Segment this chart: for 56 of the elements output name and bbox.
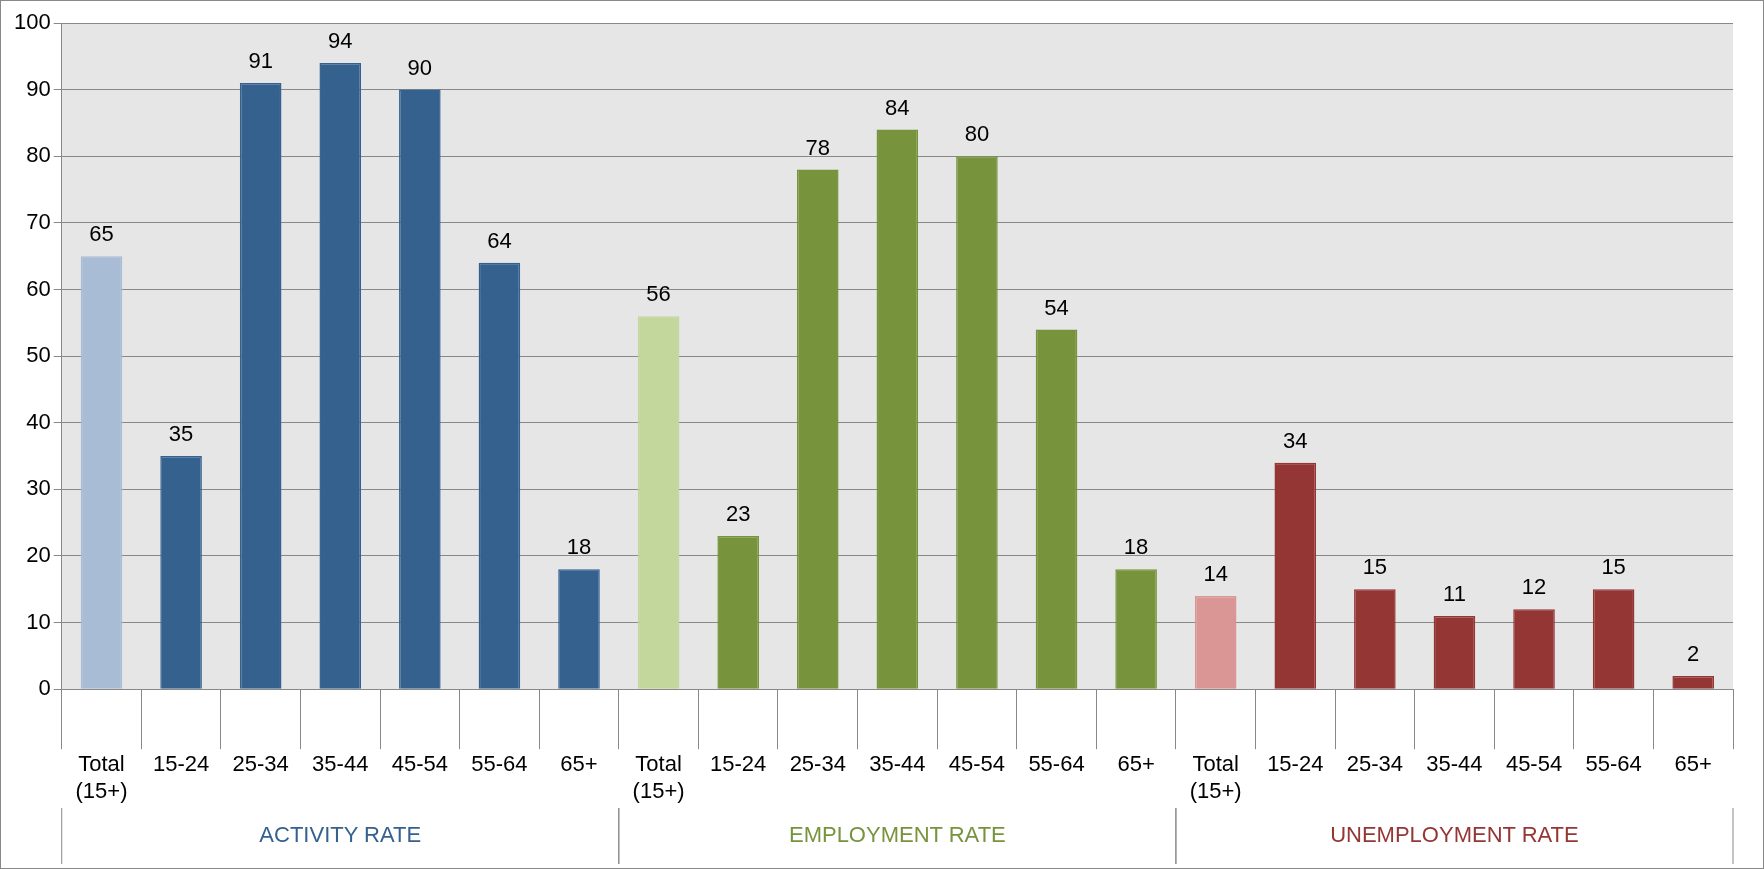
data-label: 94 [328,28,353,54]
x-tick-label: 25-34 [1346,751,1404,777]
y-tick-label: 90 [26,75,51,101]
data-label: 15 [1601,554,1626,580]
y-tick-label: 70 [26,208,51,234]
text: ACTIVITY RATE [259,822,422,848]
data-label: 91 [248,48,273,74]
data-label: 65 [89,221,114,247]
x-tick-label: 55-64 [1585,751,1642,777]
x-tick-label: 55-64 [471,751,528,777]
x-tick-label: 35-44 [869,751,926,777]
x-tick-label: 15-24 [710,751,767,777]
data-label: 56 [646,281,671,307]
data-label: 15 [1362,554,1388,580]
x-tick-label: 65+ [1674,751,1712,777]
data-label: 18 [566,534,592,560]
data-label: 80 [964,121,990,147]
x-tick-label: Total (15+) [75,751,128,803]
x-tick-label: 55-64 [1028,751,1085,777]
x-tick-label: 65+ [560,751,598,777]
data-label: 34 [1283,427,1308,453]
x-tick-label: Total (15+) [632,751,685,803]
y-tick-label: 50 [26,342,51,368]
data-label: 54 [1044,294,1069,320]
x-tick-label: Total (15+) [1189,751,1242,803]
y-tick-label: 30 [26,475,51,501]
data-label: 11 [1443,580,1466,606]
data-label: 84 [885,94,910,120]
x-tick-label: 45-54 [391,751,448,777]
x-tick-label: 45-54 [948,751,1006,777]
y-tick-label: 40 [26,408,51,434]
data-label: 78 [805,134,831,160]
y-tick-label: 80 [26,142,51,168]
data-label: 23 [725,501,751,527]
x-tick-label: 25-34 [789,751,846,777]
y-tick-label: 20 [26,542,51,568]
x-tick-label: 35-44 [312,751,369,777]
x-tick-label: 15-24 [152,751,210,777]
x-tick-label: 15-24 [1267,751,1324,777]
y-tick-label: 100 [13,9,51,35]
x-tick-label: 45-54 [1505,751,1563,777]
data-label: 35 [168,421,194,447]
text: EMPLOYMENT RATE [788,822,1006,848]
y-tick-label: 10 [26,608,51,634]
data-label: 12 [1521,574,1547,600]
x-tick-label: 65+ [1117,751,1155,777]
y-tick-label: 0 [38,675,51,701]
x-tick-label: 35-44 [1426,751,1483,777]
y-tick-label: 60 [26,275,51,301]
text: UNEMPLOYMENT RATE [1330,822,1579,848]
data-label: 90 [407,54,433,80]
data-label: 18 [1123,534,1149,560]
x-tick-label: 25-34 [232,751,289,777]
data-label: 14 [1203,560,1228,586]
data-label: 2 [1687,640,1700,666]
data-label: 64 [487,227,512,253]
